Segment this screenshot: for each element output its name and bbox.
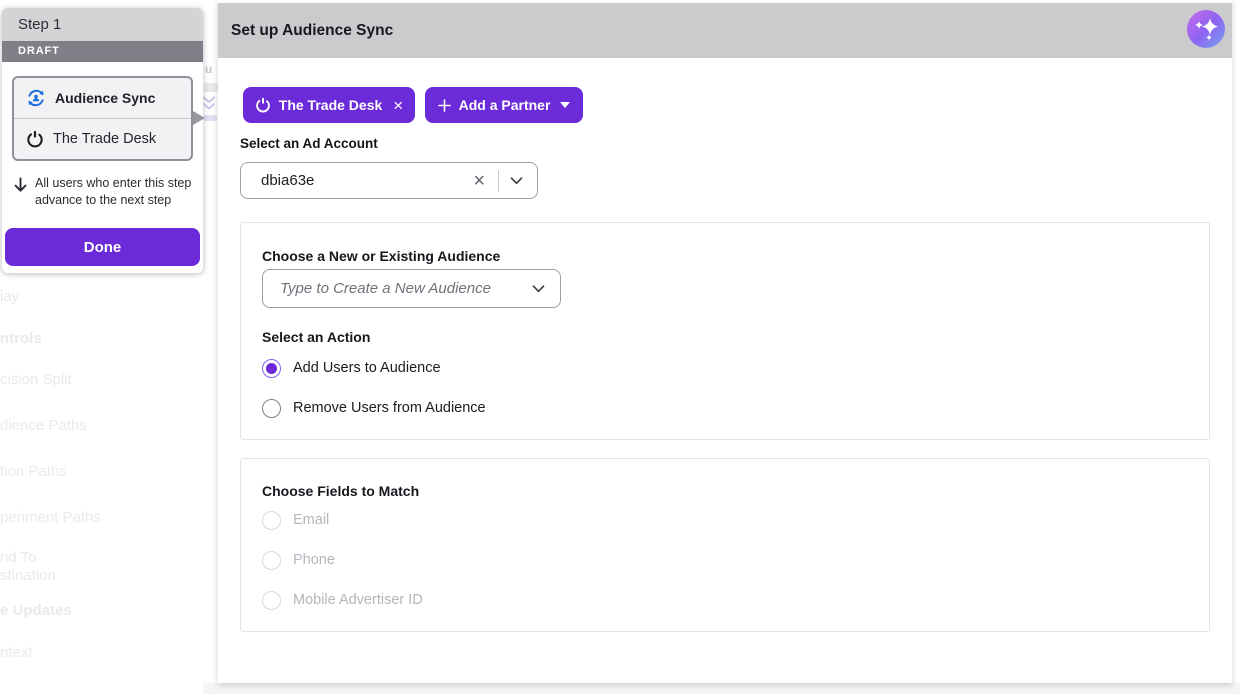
ad-account-combobox[interactable]: × [240, 162, 538, 199]
palette-item-fragment: tion Paths [0, 463, 67, 480]
clear-ad-account-icon[interactable]: × [473, 169, 485, 192]
input-divider [498, 169, 499, 192]
canvas-connector-bar [204, 115, 217, 121]
radio-label: Add Users to Audience [293, 360, 441, 376]
palette-item-fragment: lay [0, 288, 20, 305]
fields-match-card: Choose Fields to Match Email Phone Mobil… [240, 458, 1210, 632]
status-badge: DRAFT [2, 41, 203, 62]
radio-add-users[interactable]: Add Users to Audience [262, 358, 441, 378]
step-card[interactable]: Audience Sync The Trade Desk [12, 76, 193, 161]
palette-item-fragment: stination [0, 567, 56, 584]
done-button[interactable]: Done [5, 228, 200, 266]
palette-item-fragment: cision Split [0, 371, 72, 388]
action-label: Select an Action [262, 329, 371, 345]
add-partner-button[interactable]: Add a Partner [425, 87, 583, 123]
radio-remove-users[interactable]: Remove Users from Audience [262, 398, 486, 418]
radio-email: Email [262, 510, 329, 530]
selected-partner-pill[interactable]: The Trade Desk × [243, 87, 415, 123]
canvas-background [203, 683, 1240, 694]
chevron-down-icon [532, 284, 545, 293]
setup-panel: Set up Audience Sync [218, 0, 1232, 683]
palette-item-fragment: dience Paths [0, 417, 87, 434]
plus-icon [437, 98, 451, 112]
remove-partner-icon[interactable]: × [393, 95, 404, 115]
card-divider [14, 118, 191, 119]
add-partner-label: Add a Partner [458, 97, 551, 113]
step-note-text: All users who enter this step advance to… [35, 176, 192, 208]
arrow-down-icon [14, 175, 27, 210]
caret-down-icon [560, 102, 571, 108]
radio-disabled-icon [262, 590, 281, 610]
radio-label: Remove Users from Audience [293, 400, 486, 416]
ad-account-input[interactable] [261, 172, 472, 189]
selected-partner-label: The Trade Desk [278, 97, 383, 113]
ai-assistant-icon[interactable] [1186, 10, 1226, 50]
audience-label: Choose a New or Existing Audience [262, 248, 501, 264]
trade-desk-icon [26, 130, 44, 148]
chevron-down-icon [510, 176, 523, 185]
audience-sync-icon [26, 88, 46, 108]
palette-item-fragment: e Updates [0, 602, 72, 619]
radio-label: Email [293, 512, 330, 528]
step-title: Step 1 [2, 8, 203, 41]
palette-item-fragment: nd To [0, 549, 37, 566]
panel-header: Set up Audience Sync [218, 3, 1232, 58]
audience-select-placeholder: Type to Create a New Audience [280, 280, 491, 297]
radio-unselected-icon[interactable] [262, 398, 281, 418]
radio-label: Mobile Advertiser ID [293, 592, 423, 608]
radio-label: Phone [293, 552, 335, 568]
page-title: Set up Audience Sync [231, 22, 394, 39]
trade-desk-icon [255, 97, 271, 113]
advance-chevrons-icon [202, 96, 216, 116]
card-pointer-arrow [193, 111, 205, 125]
step-action-label: Audience Sync [55, 90, 156, 106]
radio-disabled-icon [262, 550, 281, 570]
audience-select[interactable]: Type to Create a New Audience [262, 269, 561, 308]
palette-item-fragment: ntext [0, 644, 33, 661]
radio-mobile-advertiser-id: Mobile Advertiser ID [262, 590, 423, 610]
palette-item-fragment: periment Paths [0, 509, 101, 526]
canvas-node-fragment: u [205, 62, 213, 76]
step-partner-label: The Trade Desk [53, 131, 157, 147]
palette-item-fragment: ntrols [0, 330, 42, 347]
audience-settings-card: Choose a New or Existing Audience Type t… [240, 222, 1210, 440]
step-popover: Step 1 DRAFT Audience Sync [2, 8, 205, 273]
radio-selected-icon[interactable] [262, 358, 281, 378]
radio-disabled-icon [262, 510, 281, 530]
canvas-node-bar [204, 83, 218, 92]
ad-account-label: Select an Ad Account [240, 136, 378, 151]
fields-match-title: Choose Fields to Match [262, 483, 420, 499]
radio-phone: Phone [262, 550, 335, 570]
